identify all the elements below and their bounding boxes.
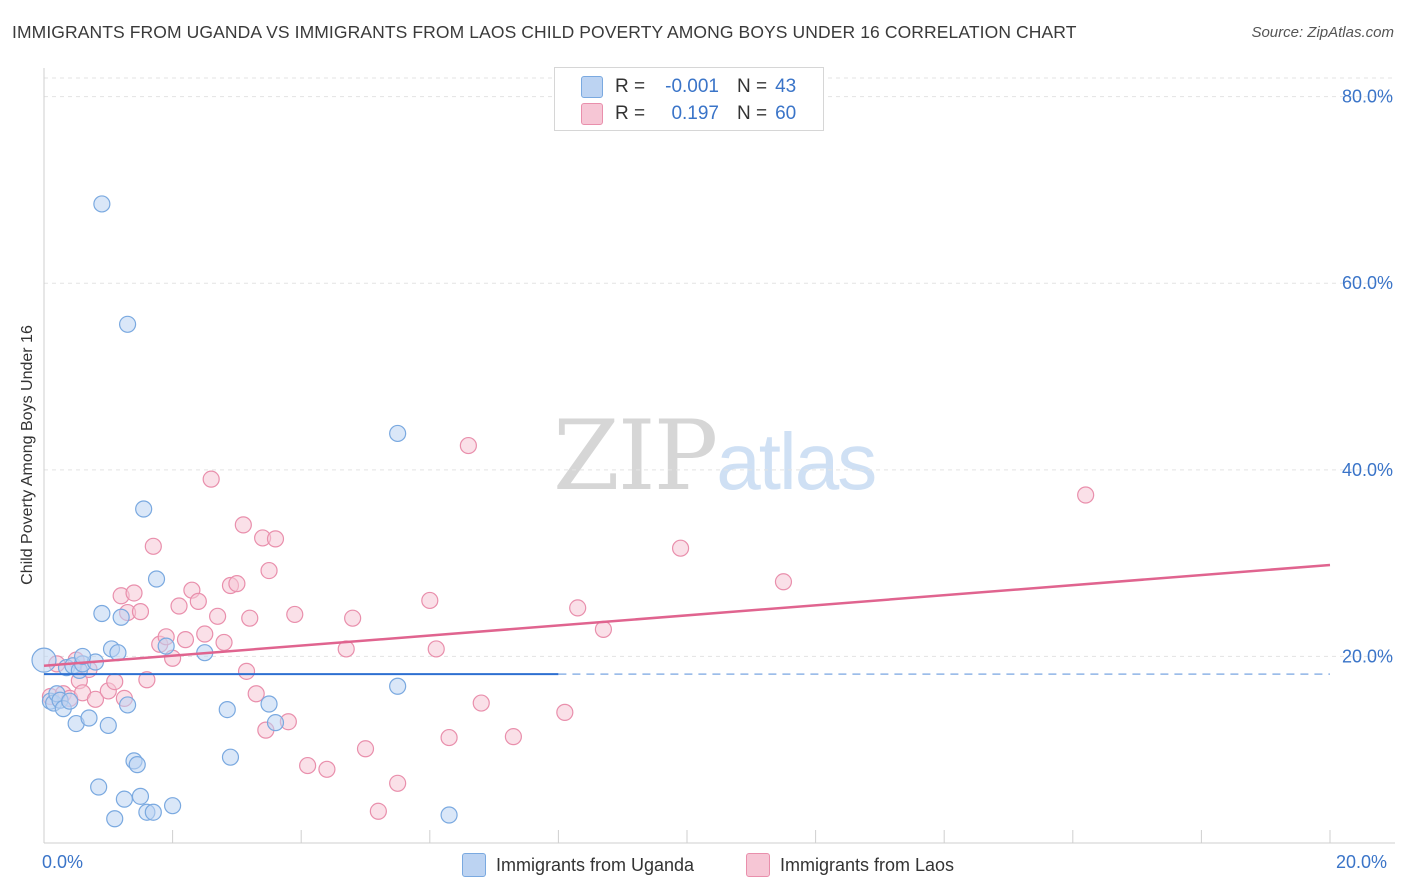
laos-point (215, 633, 233, 652)
uganda-point (118, 696, 137, 714)
laos-point (138, 671, 156, 689)
y-tick-label: 80.0% (1342, 87, 1393, 107)
laos-point (237, 662, 256, 680)
laos-point (266, 530, 285, 548)
uganda-point (61, 692, 79, 710)
laos-point (202, 470, 220, 488)
uganda-point (99, 716, 117, 735)
uganda-point (147, 570, 166, 588)
uganda-swatch-icon (581, 76, 603, 98)
laos-point (344, 609, 362, 627)
laos-point (369, 802, 387, 820)
n-label: N = (737, 103, 768, 124)
laos-point (247, 685, 265, 703)
laos-point (234, 516, 252, 534)
y-tick-label: 60.0% (1342, 273, 1393, 293)
uganda-point (112, 608, 130, 626)
laos-point (125, 584, 143, 602)
stats-legend: R = -0.001 N = 43 R = 0.197 N = 60 (554, 67, 824, 131)
uganda-point (93, 195, 111, 213)
watermark: ZIPatlas (553, 400, 877, 512)
laos-point (671, 539, 690, 557)
y-tick-label: 40.0% (1342, 460, 1393, 480)
laos-point (440, 728, 458, 747)
laos-point (241, 609, 259, 627)
laos-point (569, 599, 587, 617)
laos-point (106, 673, 124, 691)
uganda-point (144, 803, 162, 821)
laos-point (318, 760, 336, 778)
laos-swatch-icon (581, 103, 603, 125)
laos-legend-icon (746, 853, 770, 877)
uganda-point (118, 315, 137, 333)
laos-point (504, 728, 522, 746)
laos-point (196, 625, 214, 643)
uganda-point (164, 797, 182, 815)
watermark-atlas: atlas (716, 417, 877, 506)
uganda-point (260, 695, 278, 713)
x-tick-min: 0.0% (42, 852, 84, 872)
laos-point (228, 575, 246, 593)
laos-point (209, 607, 227, 625)
laos-point (1077, 486, 1095, 504)
laos-point (459, 436, 477, 455)
n-label: N = (737, 76, 768, 97)
laos-point (389, 774, 407, 792)
uganda-point (80, 709, 98, 727)
chart-source: Source: ZipAtlas.com (1251, 24, 1394, 41)
legend-label-uganda: Immigrants from Uganda (496, 854, 695, 875)
uganda-point (440, 806, 458, 824)
laos-point (144, 537, 162, 555)
laos-point (260, 561, 278, 580)
laos-point (427, 640, 445, 658)
uganda-point (135, 500, 153, 518)
stats-legend-row-uganda: R = -0.001 N = 43 (581, 74, 796, 100)
uganda-point (266, 714, 285, 732)
uganda-point (389, 677, 407, 695)
y-tick-label: 20.0% (1342, 646, 1393, 666)
r-value: -0.001 (665, 76, 719, 97)
uganda-point (157, 637, 175, 655)
n-value: 43 (775, 76, 797, 97)
uganda-point (106, 810, 124, 828)
uganda-point (128, 756, 146, 774)
uganda-point (73, 647, 92, 666)
uganda-point (93, 604, 111, 623)
legend-label-laos: Immigrants from Laos (780, 854, 955, 875)
uganda-point (90, 778, 108, 796)
watermark-zip: ZIP (553, 400, 718, 512)
laos-point (556, 703, 574, 721)
uganda-point (389, 424, 407, 443)
laos-trend-line (43, 563, 1331, 667)
laos-point (131, 603, 150, 621)
laos-point (774, 573, 793, 591)
laos-point (86, 690, 105, 708)
r-label: R = (615, 76, 646, 97)
legend-item-laos: Immigrants from Laos (746, 852, 954, 878)
uganda-point (218, 700, 236, 719)
uganda-point (115, 790, 133, 808)
laos-point (176, 631, 195, 649)
laos-point (594, 620, 613, 638)
laos-point (356, 740, 375, 758)
legend-item-uganda: Immigrants from Uganda (462, 852, 694, 878)
uganda-point (221, 748, 240, 766)
chart-title: IMMIGRANTS FROM UGANDA VS IMMIGRANTS FRO… (12, 22, 1077, 42)
uganda-legend-icon (462, 853, 486, 877)
stats-legend-row-laos: R = 0.197 N = 60 (581, 101, 796, 127)
laos-point (472, 694, 490, 712)
uganda-point (31, 647, 57, 673)
laos-point (170, 597, 188, 615)
laos-point (421, 591, 439, 610)
r-label: R = (615, 103, 646, 124)
n-value: 60 (775, 103, 797, 124)
r-value: 0.197 (671, 103, 719, 124)
uganda-point (131, 787, 150, 805)
laos-point (286, 605, 304, 624)
x-tick-max: 20.0% (1336, 852, 1388, 872)
laos-point (299, 756, 317, 775)
laos-point (189, 592, 207, 610)
